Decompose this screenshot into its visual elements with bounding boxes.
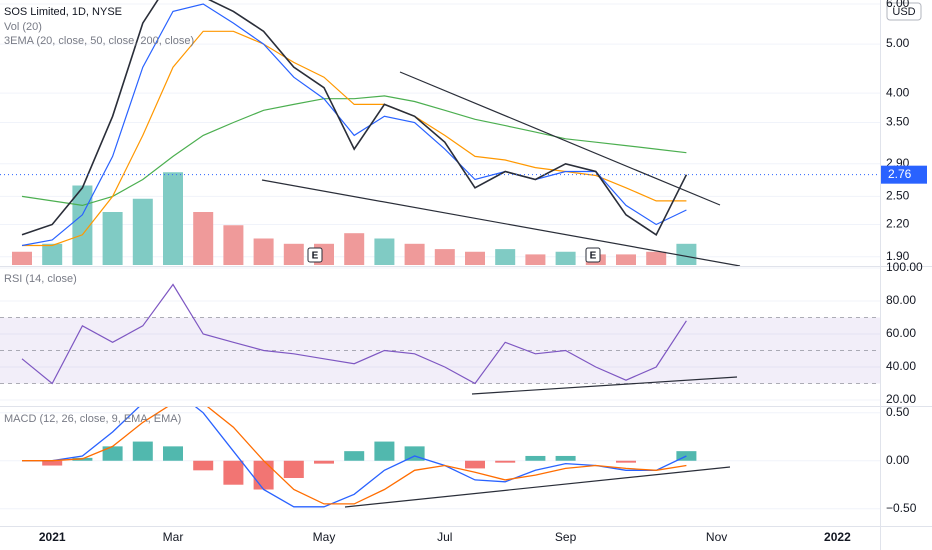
earnings-marker	[307, 247, 323, 263]
volume-bar	[495, 249, 516, 265]
y-tick-label: 2.50	[886, 189, 910, 203]
y-tick-label: 0.00	[886, 453, 910, 467]
y-tick-label: 6.00	[886, 0, 910, 10]
x-tick-label: 2022	[824, 530, 851, 544]
y-tick-label: 80.00	[886, 293, 916, 307]
currency[interactable]: USD	[892, 6, 915, 18]
last-price-label: 2.76	[888, 167, 912, 181]
series-line	[22, 30, 687, 247]
macd-histogram-bar	[495, 460, 516, 463]
rsi-pane	[0, 267, 880, 401]
ema-title: 3EMA (20, close, 50, close, 200, close)	[4, 35, 194, 47]
x-tick-label: Sep	[555, 530, 577, 544]
x-tick-label: 2021	[39, 530, 66, 544]
y-tick-label: 4.00	[886, 85, 910, 99]
y-tick-label: 5.00	[886, 36, 910, 50]
trendline	[399, 71, 721, 206]
series-line	[21, 0, 688, 236]
volume-bar	[193, 212, 214, 265]
last-price-box	[881, 165, 927, 184]
volume-bar	[132, 198, 153, 265]
y-tick-label: 0.50	[886, 405, 910, 419]
volume-bar	[465, 251, 485, 265]
volume-bar	[344, 233, 365, 265]
macd-histogram-bar	[193, 460, 214, 471]
macd-title: MACD (12, 26, close, 9, EMA, EMA)	[4, 413, 181, 425]
macd-histogram-bar	[314, 460, 334, 464]
series-line	[21, 3, 687, 247]
macd-histogram-bar	[465, 460, 485, 469]
series-line	[21, 95, 687, 207]
y-tick-label: 2.20	[886, 217, 910, 231]
volume-bar	[555, 251, 576, 265]
series-line	[22, 407, 687, 505]
volume-bar	[223, 225, 244, 265]
macd-histogram-bar	[163, 446, 183, 461]
macd-histogram-bar	[555, 455, 576, 461]
volume-bar	[525, 254, 546, 265]
volume-bar	[434, 249, 455, 265]
y-tick-label: 60.00	[886, 326, 916, 340]
volume-bar	[616, 254, 636, 265]
earnings-label: E	[312, 251, 319, 262]
volume-bar	[102, 212, 123, 265]
trendline	[471, 376, 738, 395]
earnings-marker	[585, 247, 601, 263]
y-tick-label: 100.00	[886, 260, 923, 274]
x-tick-label: Mar	[163, 530, 184, 544]
x-tick-label: May	[313, 530, 336, 544]
x-tick-label: Nov	[706, 530, 727, 544]
y-tick-label: 40.00	[886, 359, 916, 373]
series-line	[21, 283, 687, 385]
x-tick-label: Jul	[437, 530, 452, 544]
macd-histogram-bar	[102, 446, 123, 461]
macd-histogram-bar	[374, 441, 395, 461]
macd-pane	[0, 407, 880, 510]
macd-histogram-bar	[344, 451, 365, 461]
series-line	[22, 407, 687, 508]
y-tick-label: −0.50	[886, 501, 917, 515]
macd-histogram-bar	[253, 460, 274, 490]
volume-bar	[12, 251, 32, 265]
macd-histogram-bar	[616, 460, 636, 463]
volume-bar	[676, 243, 697, 265]
macd-histogram-bar	[42, 460, 63, 466]
y-tick-label: 3.50	[886, 115, 910, 129]
y-tick-label: 20.00	[886, 392, 916, 406]
rsi-title: RSI (14, close)	[4, 273, 77, 285]
volume-bar	[404, 243, 425, 265]
volume-bar	[283, 243, 304, 265]
volume-bar	[42, 243, 63, 265]
volume-bar	[646, 251, 667, 265]
macd-histogram-bar	[223, 460, 244, 485]
volume-bar	[374, 238, 395, 265]
volume-bar	[163, 172, 183, 265]
currency-badge[interactable]	[886, 2, 922, 21]
macd-histogram-bar	[525, 455, 546, 461]
macd-histogram-bar	[283, 460, 304, 479]
y-tick-label: 1.90	[886, 249, 910, 263]
macd-histogram-bar	[132, 441, 153, 461]
earnings-label: E	[590, 251, 597, 262]
trendline	[344, 466, 731, 508]
trendline	[261, 179, 741, 267]
symbol-title: SOS Limited, 1D, NYSE	[4, 6, 122, 18]
volume-bar	[253, 238, 274, 265]
volume-title: Vol (20)	[4, 21, 42, 33]
macd-histogram-bar	[676, 451, 697, 461]
